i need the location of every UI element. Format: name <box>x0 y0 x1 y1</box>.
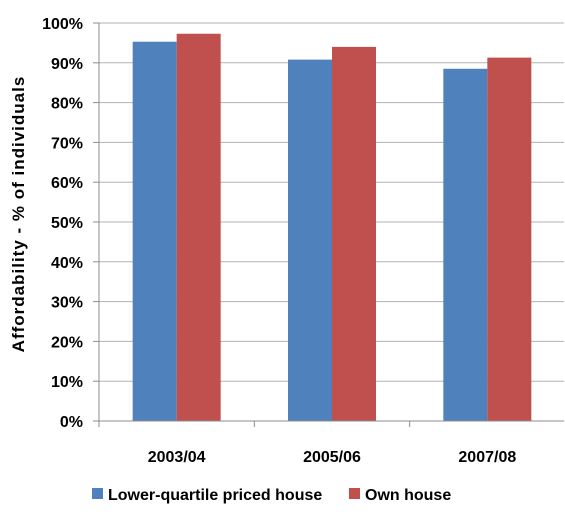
y-tick-label: 0% <box>60 414 83 431</box>
y-tick-label: 50% <box>51 215 83 232</box>
bar-lower-quartile <box>132 41 177 422</box>
bar-lower-quartile <box>443 68 488 422</box>
legend-label: Lower-quartile priced house <box>108 487 322 504</box>
bars <box>132 33 532 422</box>
y-tick-label: 90% <box>51 56 83 73</box>
y-tick-labels: 0% 10% 20% 30% 40% 50% 60% 70% 80% 90% 100% <box>42 16 83 431</box>
y-tick-label: 20% <box>51 334 83 351</box>
y-tick-label: 80% <box>51 96 83 113</box>
legend-label: Own house <box>365 487 451 504</box>
x-tick-label: 2003/04 <box>148 449 206 466</box>
axes <box>98 23 564 422</box>
x-tick-label: 2007/08 <box>458 449 516 466</box>
x-tick-labels: 2003/04 2005/06 2007/08 <box>148 449 517 466</box>
y-tick-label: 70% <box>51 135 83 152</box>
y-tick-label: 30% <box>51 295 83 312</box>
legend-swatch <box>349 488 360 499</box>
bar-own-house <box>487 57 532 421</box>
x-tick-label: 2005/06 <box>303 449 361 466</box>
y-tick-label: 60% <box>51 175 83 192</box>
y-tick-label: 10% <box>51 374 83 391</box>
y-tick-label: 100% <box>42 16 83 33</box>
legend-swatch <box>92 488 103 499</box>
bar-lower-quartile <box>288 59 332 422</box>
y-axis-title: Affordability - % of individuals <box>9 76 28 353</box>
legend: Lower-quartile priced house Own house <box>92 487 451 504</box>
bar-own-house <box>332 46 376 421</box>
bar-own-house <box>176 33 221 421</box>
y-tick-label: 40% <box>51 255 83 272</box>
